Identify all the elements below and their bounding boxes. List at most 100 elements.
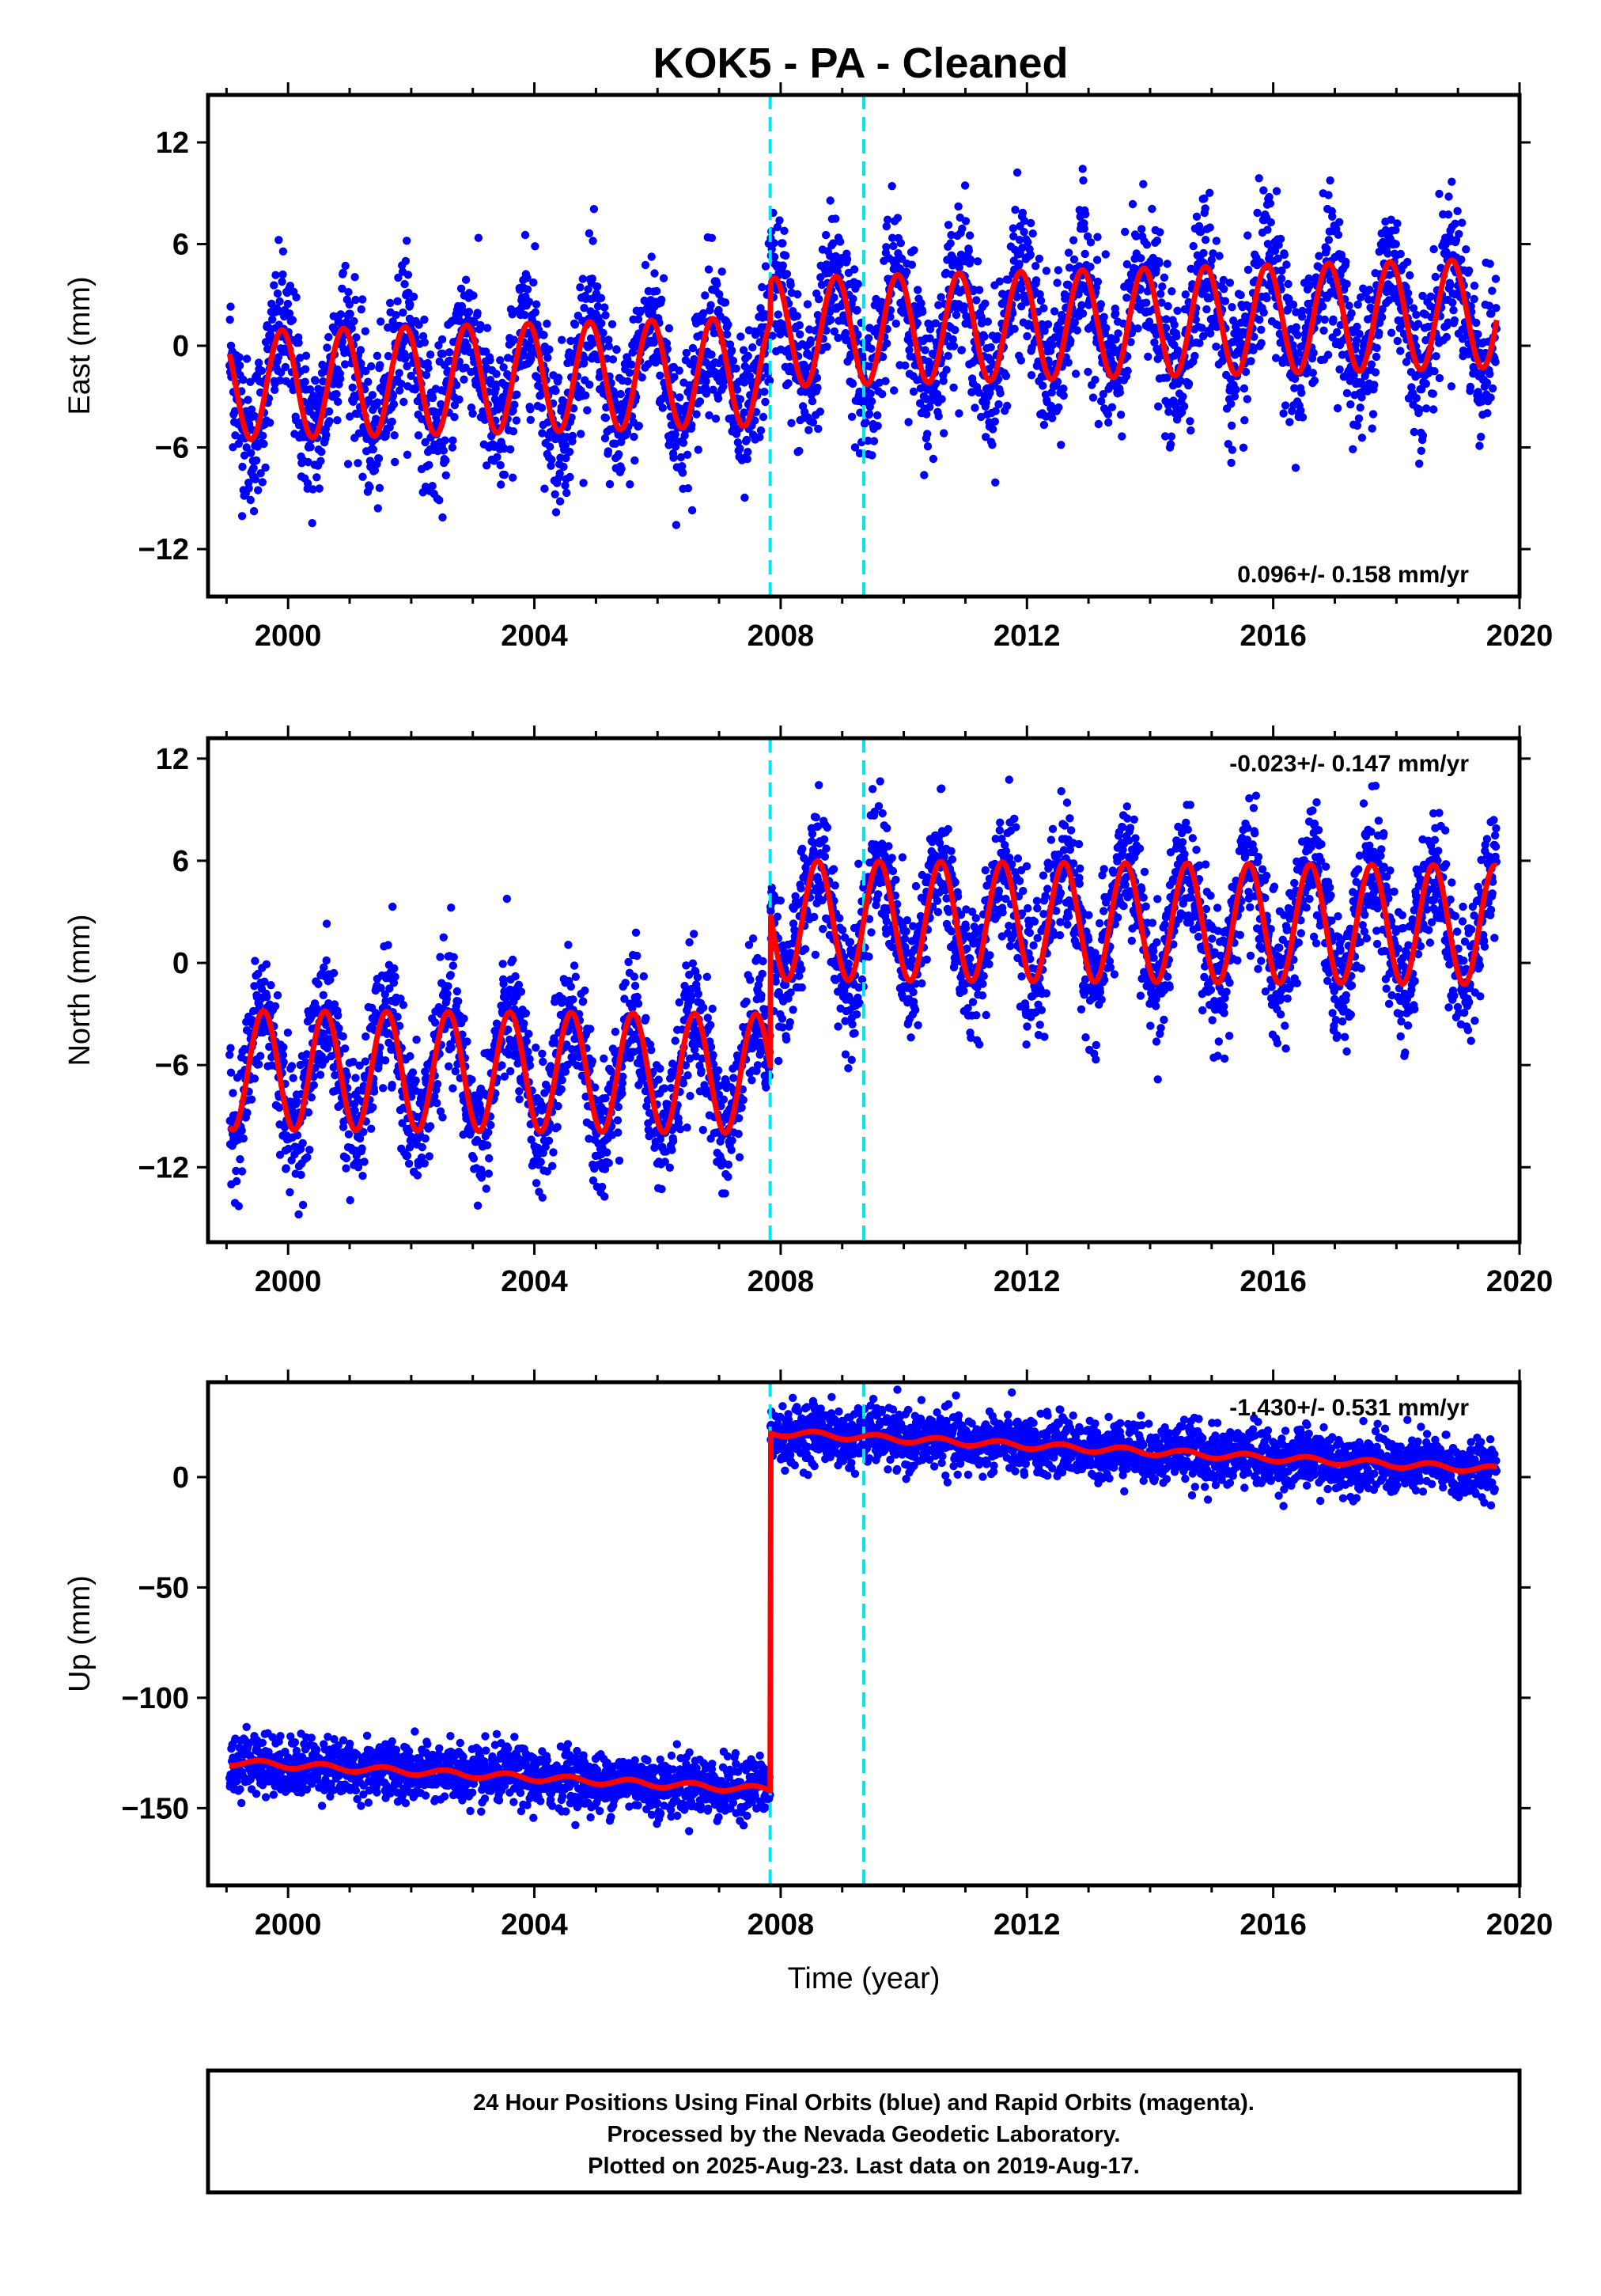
data-point (630, 456, 639, 465)
data-point (1205, 188, 1214, 197)
data-point (1104, 418, 1113, 427)
data-point (678, 462, 687, 471)
data-point (251, 957, 259, 965)
data-point (1472, 318, 1481, 328)
data-point (565, 447, 574, 457)
data-point (441, 471, 450, 479)
data-point (1462, 245, 1470, 254)
data-point (1027, 218, 1035, 228)
data-point (1116, 411, 1126, 419)
data-point (1042, 267, 1051, 275)
data-point (547, 455, 556, 464)
data-point (1457, 255, 1466, 264)
data-point (1152, 237, 1162, 245)
data-point (268, 315, 277, 324)
data-point (1123, 366, 1132, 375)
data-point (1050, 307, 1059, 316)
data-point (647, 252, 656, 261)
data-point (279, 1058, 288, 1067)
data-point (449, 436, 457, 445)
data-point (418, 1142, 426, 1152)
data-point (615, 1156, 624, 1165)
data-point (523, 285, 532, 294)
data-point (411, 1076, 420, 1085)
data-point (890, 386, 899, 395)
data-point (1323, 244, 1331, 253)
data-point (511, 972, 520, 981)
data-point (937, 293, 945, 301)
data-point (1069, 255, 1079, 264)
data-point (1167, 432, 1176, 441)
data-point (593, 302, 603, 311)
data-point (292, 293, 301, 301)
data-point (532, 300, 541, 309)
data-point (881, 377, 890, 385)
data-point (1429, 244, 1438, 254)
data-point (577, 430, 585, 438)
data-point (369, 1103, 377, 1112)
data-point (473, 1201, 483, 1211)
data-point (888, 182, 896, 191)
data-point (413, 1171, 422, 1180)
data-point (1228, 445, 1237, 454)
data-point (1186, 417, 1194, 426)
data-point (671, 430, 679, 439)
data-point (1081, 249, 1089, 259)
data-point (517, 987, 526, 996)
data-point (1079, 176, 1088, 185)
data-point (551, 490, 559, 498)
data-point (1009, 232, 1018, 241)
data-point (1442, 332, 1451, 342)
data-point (445, 1062, 453, 1071)
x-tick-label: 2008 (748, 619, 815, 653)
data-point (1488, 286, 1497, 295)
data-point (352, 333, 361, 342)
data-point (439, 933, 448, 942)
data-point (470, 318, 479, 327)
data-point (1354, 414, 1364, 423)
data-point (308, 485, 317, 494)
data-point (351, 1074, 360, 1082)
x-tick-label: 2016 (1240, 619, 1307, 653)
data-point (1097, 396, 1106, 406)
data-point (1453, 206, 1462, 215)
data-point (989, 425, 997, 434)
data-point (259, 439, 268, 449)
data-point (1448, 177, 1456, 186)
data-point (937, 395, 946, 404)
data-point (375, 483, 384, 492)
data-point (678, 468, 687, 477)
data-point (486, 356, 494, 365)
data-point (793, 290, 802, 299)
data-point (627, 360, 636, 369)
data-point (566, 472, 574, 482)
data-point (1335, 218, 1344, 226)
data-point (1154, 402, 1163, 411)
data-point (626, 480, 634, 489)
data-point (512, 416, 521, 425)
data-point (235, 353, 244, 362)
data-point (566, 982, 575, 991)
data-point (496, 356, 505, 365)
data-point (965, 231, 975, 240)
data-point (498, 960, 507, 968)
data-point (1276, 234, 1285, 244)
data-point (1064, 248, 1073, 257)
data-point (438, 513, 447, 522)
data-point (301, 365, 310, 373)
data-point (657, 295, 666, 304)
data-point (483, 461, 491, 470)
data-point (420, 338, 429, 347)
data-point (435, 496, 444, 505)
data-point (656, 371, 664, 380)
data-point (883, 215, 892, 224)
data-point (826, 252, 835, 260)
data-point (853, 279, 863, 289)
data-point (294, 1210, 303, 1219)
data-point (443, 990, 452, 998)
data-point (555, 469, 564, 478)
data-point (1142, 298, 1151, 307)
data-point (250, 1074, 259, 1083)
data-point (559, 462, 568, 472)
data-point (392, 311, 400, 320)
